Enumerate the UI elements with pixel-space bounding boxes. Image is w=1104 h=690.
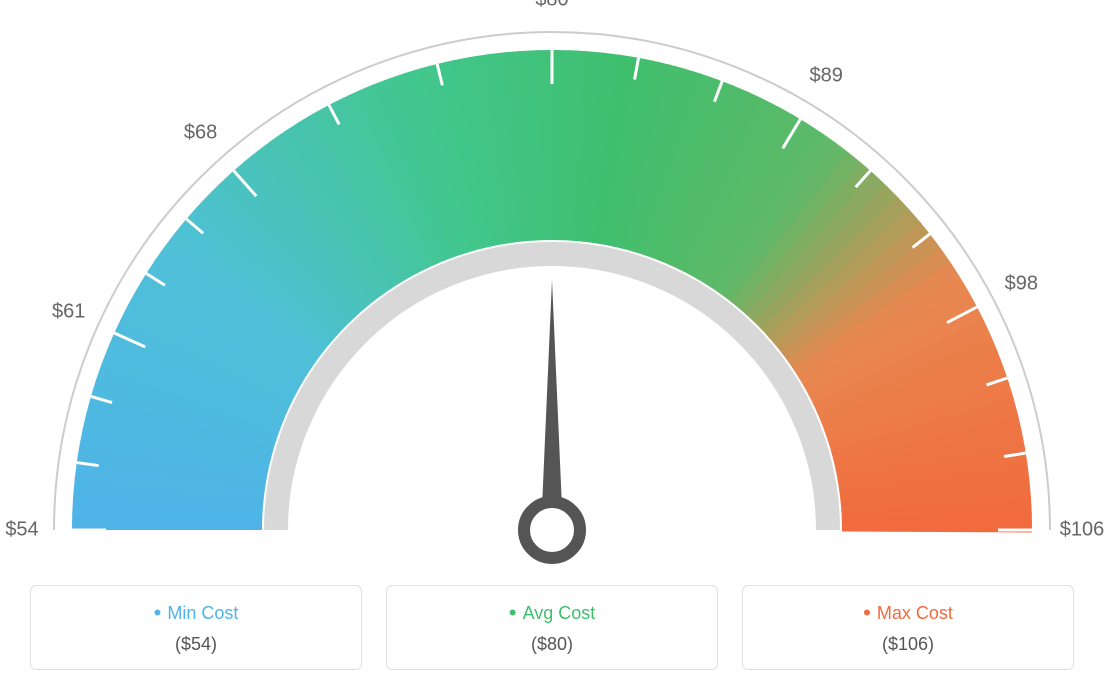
legend-value-max: ($106) bbox=[743, 634, 1073, 655]
legend-card-max: Max Cost ($106) bbox=[742, 585, 1074, 670]
legend-value-avg: ($80) bbox=[387, 634, 717, 655]
tick-label: $80 bbox=[535, 0, 568, 12]
tick-label: $89 bbox=[810, 65, 843, 88]
gauge-area: $54 $61 $68 $80 $89 $98 $106 bbox=[0, 0, 1104, 570]
legend-card-avg: Avg Cost ($80) bbox=[386, 585, 718, 670]
legend-title-max: Max Cost bbox=[743, 600, 1073, 626]
tick-label: $54 bbox=[5, 519, 38, 542]
legend-value-min: ($54) bbox=[31, 634, 361, 655]
gauge-svg bbox=[0, 0, 1104, 570]
tick-label: $68 bbox=[184, 122, 217, 145]
tick-label: $98 bbox=[1005, 272, 1038, 295]
legend-title-avg: Avg Cost bbox=[387, 600, 717, 626]
legend-card-min: Min Cost ($54) bbox=[30, 585, 362, 670]
tick-label: $106 bbox=[1060, 519, 1104, 542]
legend-title-min: Min Cost bbox=[31, 600, 361, 626]
cost-gauge-chart: $54 $61 $68 $80 $89 $98 $106 Min Cost ($54) Av… bbox=[0, 0, 1104, 690]
tick-label: $61 bbox=[52, 301, 85, 324]
legend-row: Min Cost ($54) Avg Cost ($80) Max Cost (… bbox=[0, 585, 1104, 670]
